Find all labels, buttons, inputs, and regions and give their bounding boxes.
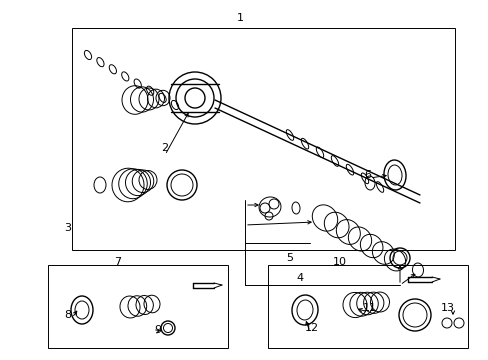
Bar (48, 265, 227, 348)
Text: 12: 12 (305, 323, 318, 333)
Text: 13: 13 (440, 303, 454, 313)
Bar (267, 265, 467, 348)
Text: 1: 1 (236, 13, 243, 23)
Text: 9: 9 (154, 325, 161, 335)
Text: 8: 8 (64, 310, 71, 320)
Text: 3: 3 (64, 223, 71, 233)
Text: 2: 2 (161, 143, 168, 153)
Text: 4: 4 (296, 273, 303, 283)
Bar (72, 28, 454, 250)
Text: 10: 10 (332, 257, 346, 267)
Text: 6: 6 (364, 170, 371, 180)
Text: 7: 7 (114, 257, 122, 267)
Text: 11: 11 (362, 303, 376, 313)
Text: 5: 5 (286, 253, 293, 263)
